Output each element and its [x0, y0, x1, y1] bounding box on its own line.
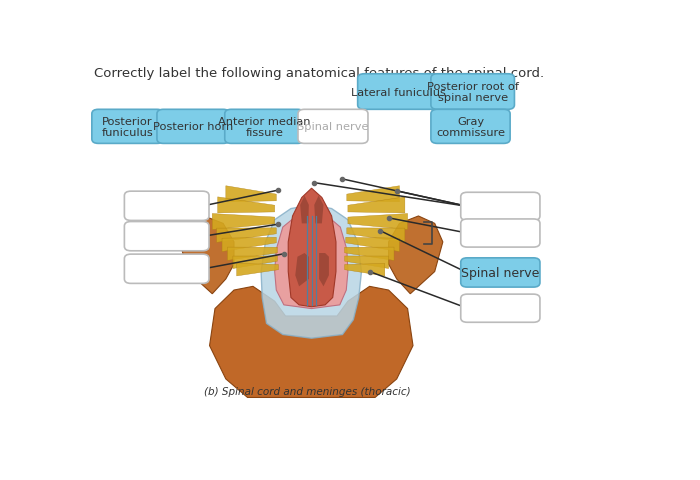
Polygon shape: [226, 186, 276, 203]
FancyBboxPatch shape: [92, 110, 163, 144]
FancyBboxPatch shape: [125, 222, 209, 251]
Polygon shape: [209, 287, 413, 397]
FancyBboxPatch shape: [431, 74, 514, 110]
Polygon shape: [344, 248, 394, 261]
Polygon shape: [180, 216, 234, 294]
Polygon shape: [314, 196, 323, 224]
Text: Spinal nerve: Spinal nerve: [298, 122, 369, 132]
Polygon shape: [222, 238, 276, 252]
Polygon shape: [389, 216, 443, 294]
Polygon shape: [216, 228, 276, 243]
Text: Posterior
funiculus: Posterior funiculus: [102, 116, 153, 138]
FancyBboxPatch shape: [358, 74, 438, 110]
Polygon shape: [295, 253, 309, 287]
FancyBboxPatch shape: [431, 110, 510, 144]
Polygon shape: [348, 214, 407, 230]
Polygon shape: [344, 256, 388, 269]
Polygon shape: [228, 248, 277, 261]
Text: Correctly label the following anatomical features of the spinal cord.: Correctly label the following anatomical…: [94, 67, 544, 80]
Text: Spinal nerve: Spinal nerve: [461, 266, 540, 279]
Polygon shape: [233, 256, 277, 269]
Text: Anterior median
fissure: Anterior median fissure: [218, 116, 311, 138]
FancyBboxPatch shape: [125, 254, 209, 284]
Text: (b) Spinal cord and meninges (thoracic): (b) Spinal cord and meninges (thoracic): [204, 386, 411, 396]
Polygon shape: [218, 197, 274, 214]
Polygon shape: [319, 253, 329, 287]
FancyBboxPatch shape: [461, 219, 540, 248]
Text: Posterior root of
spinal nerve: Posterior root of spinal nerve: [427, 82, 519, 103]
Polygon shape: [261, 205, 361, 338]
Text: Lateral funiculus: Lateral funiculus: [351, 87, 445, 97]
Polygon shape: [300, 196, 309, 224]
FancyBboxPatch shape: [157, 110, 230, 144]
Polygon shape: [346, 238, 400, 252]
FancyBboxPatch shape: [461, 193, 540, 221]
FancyBboxPatch shape: [461, 258, 540, 288]
Polygon shape: [344, 264, 385, 276]
FancyBboxPatch shape: [461, 295, 540, 323]
Polygon shape: [348, 197, 405, 214]
Polygon shape: [212, 214, 274, 230]
Polygon shape: [288, 189, 336, 307]
Polygon shape: [346, 228, 405, 243]
FancyBboxPatch shape: [125, 192, 209, 221]
Polygon shape: [274, 215, 348, 309]
Text: Posterior horn: Posterior horn: [153, 122, 233, 132]
Polygon shape: [237, 264, 279, 276]
FancyBboxPatch shape: [225, 110, 304, 144]
Text: Gray
commissure: Gray commissure: [436, 116, 505, 138]
FancyBboxPatch shape: [298, 110, 368, 144]
Polygon shape: [346, 186, 400, 203]
